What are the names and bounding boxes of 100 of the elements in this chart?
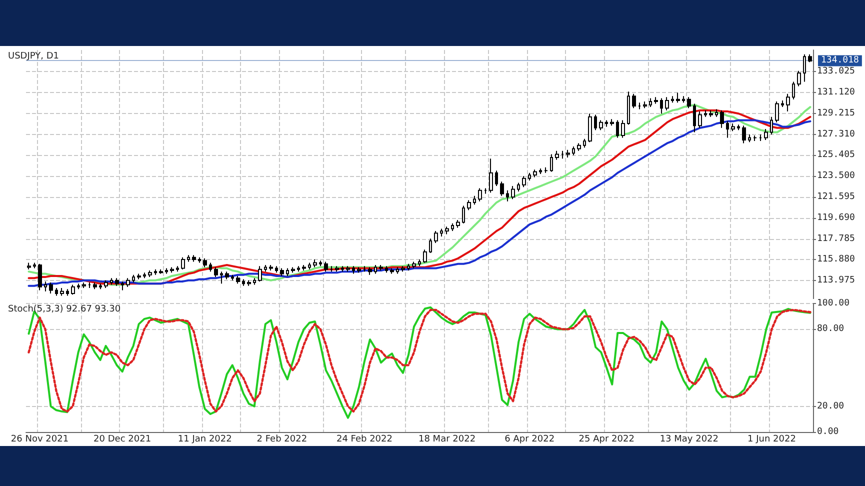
candlestick xyxy=(605,120,608,128)
y-tick-label: 115.880 xyxy=(817,254,855,265)
candlestick xyxy=(308,262,311,270)
candlestick xyxy=(781,100,784,108)
y-tick-label: 123.500 xyxy=(817,171,855,182)
candlestick xyxy=(517,182,520,192)
candlestick xyxy=(803,54,806,82)
candlestick xyxy=(192,254,196,262)
candlestick xyxy=(665,96,669,111)
candlestick xyxy=(49,282,53,294)
chart-title: Stoch(5,3,3) 92.67 93.30 xyxy=(8,304,121,314)
candlestick xyxy=(352,266,355,274)
candlestick xyxy=(654,96,658,104)
candlestick xyxy=(143,272,146,279)
candlestick xyxy=(165,268,168,274)
candlestick xyxy=(126,278,130,288)
candlestick xyxy=(71,284,75,296)
y-tick-label: 113.975 xyxy=(817,276,855,286)
candlestick xyxy=(764,128,768,140)
candlestick xyxy=(330,266,333,272)
candlestick xyxy=(632,93,636,109)
candlestick xyxy=(38,263,42,291)
candlestick xyxy=(313,259,317,268)
candlestick xyxy=(627,91,630,126)
candlestick xyxy=(401,266,405,272)
candlestick xyxy=(407,263,410,271)
y-tick-label: 0.00 xyxy=(817,427,839,437)
candlestick xyxy=(544,166,548,174)
candlestick xyxy=(616,120,619,138)
candlestick xyxy=(709,110,713,118)
candlestick xyxy=(286,268,289,276)
candlestick xyxy=(198,256,201,264)
candlestick xyxy=(396,266,399,274)
candlestick xyxy=(390,268,394,274)
x-tick-label: 24 Feb 2022 xyxy=(336,434,392,444)
candlestick xyxy=(572,146,575,156)
candlestick xyxy=(33,262,36,269)
y-tick-label: 127.310 xyxy=(817,129,855,140)
candlestick xyxy=(110,278,113,286)
y-tick-label: 20.00 xyxy=(817,401,844,412)
candlestick xyxy=(66,288,69,296)
candlestick xyxy=(297,266,300,272)
candlestick xyxy=(638,102,641,110)
candlestick xyxy=(429,238,432,254)
candlestick xyxy=(522,176,526,188)
candlestick xyxy=(27,262,31,270)
candlestick xyxy=(462,205,465,224)
candlestick xyxy=(275,266,278,274)
candlestick xyxy=(280,268,284,276)
x-tick-label: 2 Feb 2022 xyxy=(256,434,308,444)
candlestick xyxy=(440,228,443,237)
x-tick-label: 25 Apr 2022 xyxy=(578,434,634,444)
candlestick xyxy=(137,273,141,280)
candlestick xyxy=(220,271,223,284)
candlestick xyxy=(561,150,564,160)
candlestick xyxy=(236,275,240,284)
y-tick-label: 119.690 xyxy=(817,212,855,223)
candlestick xyxy=(599,120,603,131)
candlestick xyxy=(88,282,91,289)
chart-title: USDJPY, D1 xyxy=(8,52,59,62)
candlestick xyxy=(385,266,388,274)
candlestick xyxy=(418,259,421,267)
candlestick xyxy=(132,274,135,284)
candlestick xyxy=(808,54,812,63)
candlestick xyxy=(698,110,702,128)
candlestick xyxy=(456,220,460,228)
y-tick-label: 133.025 xyxy=(817,66,855,77)
candlestick xyxy=(291,266,295,274)
candlestick xyxy=(731,122,735,132)
candlestick xyxy=(484,188,487,194)
y-tick-label: 121.595 xyxy=(817,192,855,202)
x-tick-label: 26 Nov 2021 xyxy=(10,434,69,444)
candlestick xyxy=(792,81,795,100)
candlestick xyxy=(374,264,377,274)
candlestick xyxy=(324,261,328,272)
candlestick xyxy=(671,96,674,104)
candlestick xyxy=(506,190,509,202)
candlestick xyxy=(759,134,762,142)
candlestick xyxy=(170,266,174,274)
candlestick xyxy=(335,266,339,272)
candlestick xyxy=(412,261,416,269)
candlestick xyxy=(346,266,350,272)
candlestick xyxy=(341,266,344,272)
candlestick xyxy=(368,266,372,276)
candlestick xyxy=(660,98,663,114)
candlestick xyxy=(154,268,157,276)
candlestick xyxy=(594,114,597,131)
candlestick xyxy=(214,266,218,278)
candlestick xyxy=(302,264,306,271)
candlestick xyxy=(676,92,680,104)
candlestick xyxy=(495,170,498,187)
candlestick xyxy=(797,70,801,87)
candlestick xyxy=(583,138,586,148)
candlestick xyxy=(720,110,724,128)
candlestick xyxy=(775,101,779,123)
candlestick xyxy=(104,280,108,289)
x-tick-label: 20 Dec 2021 xyxy=(94,434,152,444)
candlestick xyxy=(621,120,625,138)
candlestick xyxy=(55,288,58,296)
candlestick xyxy=(253,278,256,286)
